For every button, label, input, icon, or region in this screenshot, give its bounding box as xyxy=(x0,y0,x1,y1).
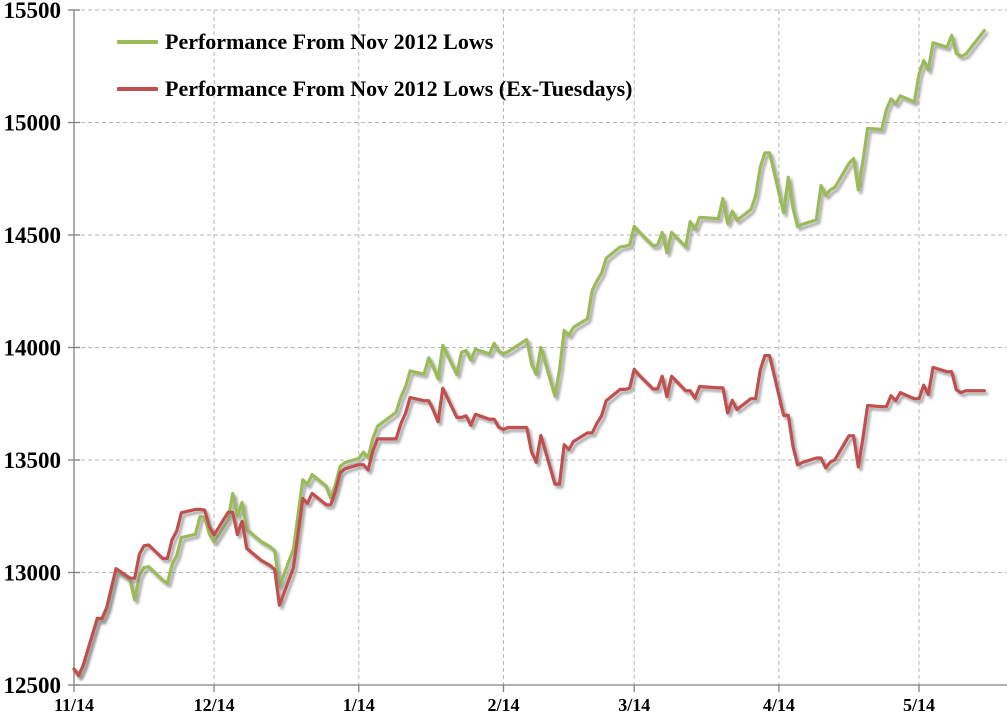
y-tick-label: 13000 xyxy=(4,561,62,586)
y-tick-label: 15500 xyxy=(4,0,62,23)
legend-swatch-red-line xyxy=(117,87,158,91)
legend-label-performance-ex-tuesdays: Performance From Nov 2012 Lows (Ex-Tuesd… xyxy=(165,76,633,101)
x-tick-label: 5/14 xyxy=(903,695,935,715)
series-line-performance-from-nov-2012-lows-ex-tuesdays xyxy=(72,353,987,678)
y-tick-label: 14000 xyxy=(4,336,62,361)
x-tick-label: 11/14 xyxy=(54,695,94,715)
y-tick-label: 13500 xyxy=(4,448,62,473)
x-tick-label: 12/14 xyxy=(194,695,235,715)
x-tick-label: 4/14 xyxy=(763,695,795,715)
legend-item-performance: Performance From Nov 2012 Lows xyxy=(117,29,493,55)
y-tick-label: 15000 xyxy=(4,111,62,136)
y-tick-label: 14500 xyxy=(4,223,62,248)
legend-swatch-green-line xyxy=(117,40,158,44)
x-tick-label: 2/14 xyxy=(487,695,519,715)
legend-label-performance: Performance From Nov 2012 Lows xyxy=(165,29,494,54)
legend-item-performance-ex-tuesdays: Performance From Nov 2012 Lows (Ex-Tuesd… xyxy=(117,76,632,102)
y-tick-label: 12500 xyxy=(4,673,62,698)
series-line-performance-from-nov-2012-lows xyxy=(72,28,987,678)
x-tick-label: 3/14 xyxy=(618,695,650,715)
x-tick-label: 1/14 xyxy=(343,695,375,715)
